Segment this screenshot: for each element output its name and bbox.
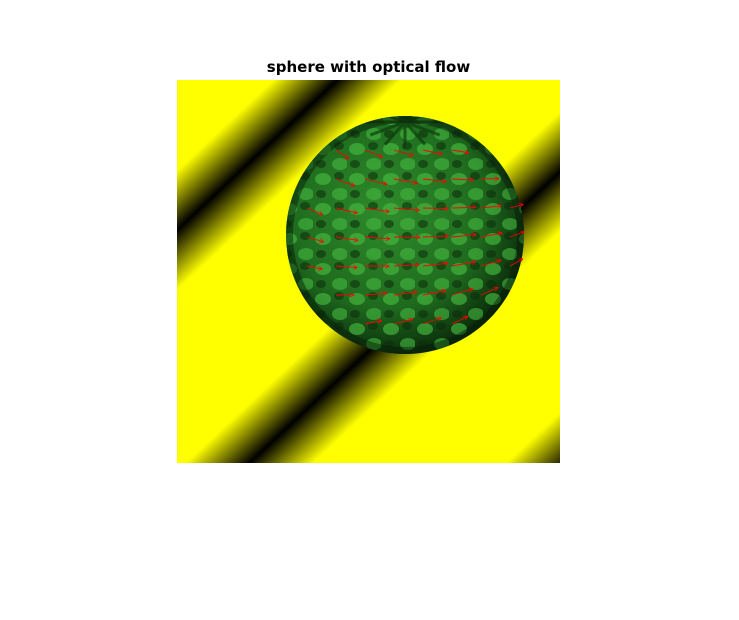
image-plot xyxy=(177,80,560,463)
flow-arrow xyxy=(393,207,419,210)
flow-arrow xyxy=(422,291,446,296)
flow-arrow xyxy=(364,237,390,239)
flow-arrow xyxy=(451,207,476,208)
flow-arrow xyxy=(480,233,502,238)
flow-arrow xyxy=(451,179,473,180)
flow-arrow xyxy=(306,207,322,215)
flow-arrow xyxy=(451,262,475,267)
flow-arrow xyxy=(451,235,476,238)
flow-arrow xyxy=(451,149,469,153)
flow-arrow xyxy=(335,236,358,240)
flow-arrow xyxy=(422,236,449,237)
flow-arrow xyxy=(509,259,523,267)
flow-arrow xyxy=(509,232,524,238)
flow-arrow xyxy=(451,289,473,296)
flow-arrow xyxy=(335,266,357,268)
flow-arrow xyxy=(422,318,441,325)
flow-arrow xyxy=(306,265,322,269)
flow-arrow xyxy=(480,288,498,296)
flow-arrow xyxy=(306,236,323,242)
flow-arrow xyxy=(364,149,383,157)
flow-arrow xyxy=(364,293,387,295)
flow-arrow xyxy=(364,321,382,325)
flow-arrow xyxy=(335,207,357,213)
flow-arrow xyxy=(364,178,387,184)
figure-title: sphere with optical flow xyxy=(266,58,471,76)
flow-arrow xyxy=(364,207,389,212)
flow-arrow xyxy=(480,206,501,208)
flow-arrow xyxy=(393,265,419,266)
flow-arrow xyxy=(335,178,355,186)
flow-arrow xyxy=(422,263,448,267)
flow-arrow xyxy=(393,292,417,296)
flow-arrow xyxy=(451,316,468,325)
flow-arrow xyxy=(422,149,442,154)
flow-arrow xyxy=(422,178,446,181)
flow-arrow xyxy=(422,208,448,209)
flow-arrow xyxy=(393,149,413,156)
flow-arrow xyxy=(509,204,523,209)
optical-flow-arrows xyxy=(306,149,524,325)
flow-arrow xyxy=(480,260,501,267)
flow-arrow xyxy=(393,319,412,325)
flow-arrow xyxy=(335,149,349,159)
flow-arrow xyxy=(393,178,417,183)
